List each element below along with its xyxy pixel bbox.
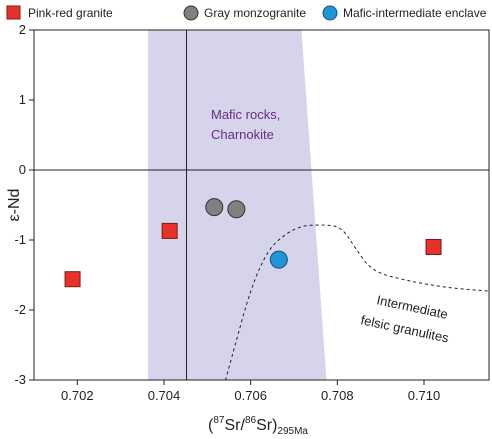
reference-lines	[34, 30, 489, 380]
region-label-line-1: Mafic rocks,	[211, 107, 280, 122]
x-axis-label: (87Sr/86Sr)295Ma	[208, 415, 308, 437]
x-tick-label: 0.704	[148, 388, 181, 403]
x-axis-label-open: (	[208, 417, 214, 434]
axis-ticks: 0.702 0.704 0.706 0.708 0.710 -3 -2 -1 0 1 2	[14, 22, 440, 403]
plot-frame	[33, 29, 490, 381]
legend-marker-mafic-intermediate-enclave	[322, 5, 338, 21]
y-tick-label: 2	[19, 22, 26, 37]
point-gray-monzogranite	[205, 198, 224, 217]
plot-curves	[225, 224, 490, 381]
y-tick-label: 0	[19, 162, 26, 177]
x-tick-label: 0.710	[408, 388, 441, 403]
data-points	[64, 198, 442, 288]
x-axis-label-sup1: 87	[213, 415, 225, 426]
x-axis-label-sub: 295Ma	[277, 426, 308, 437]
x-tick-label: 0.702	[61, 388, 94, 403]
legend-label-pink-red-granite: Pink-red granite	[28, 6, 113, 20]
legend-label-mafic-intermediate-enclave: Mafic-intermediate enclave	[343, 6, 487, 20]
legend-marker-pink-red-granite	[6, 5, 21, 20]
x-axis-label-part2: Sr)	[256, 417, 277, 434]
curve-intermediate-felsic-granulites	[225, 224, 490, 381]
point-pink-red-granite	[425, 239, 442, 255]
y-tick-label: -1	[14, 232, 26, 247]
x-axis-label-part1: Sr/	[224, 417, 245, 434]
y-axis-label: ε-Nd	[6, 189, 23, 222]
point-pink-red-granite	[161, 222, 178, 239]
legend: Pink-red granite Gray monzogranite Mafic…	[6, 5, 487, 21]
point-mafic-intermediate-enclave	[269, 250, 288, 269]
y-tick-label: -3	[14, 372, 26, 387]
point-gray-monzogranite	[227, 200, 246, 219]
x-tick-label: 0.706	[234, 388, 267, 403]
x-axis-label-sup2: 86	[245, 415, 257, 426]
y-tick-label: 1	[19, 92, 26, 107]
y-tick-label: -2	[14, 302, 26, 317]
point-pink-red-granite	[64, 271, 81, 288]
x-tick-label: 0.708	[321, 388, 354, 403]
legend-label-gray-monzogranite: Gray monzogranite	[204, 6, 306, 20]
region-label-line-2: Charnokite	[211, 127, 274, 142]
legend-marker-gray-monzogranite	[183, 5, 199, 21]
